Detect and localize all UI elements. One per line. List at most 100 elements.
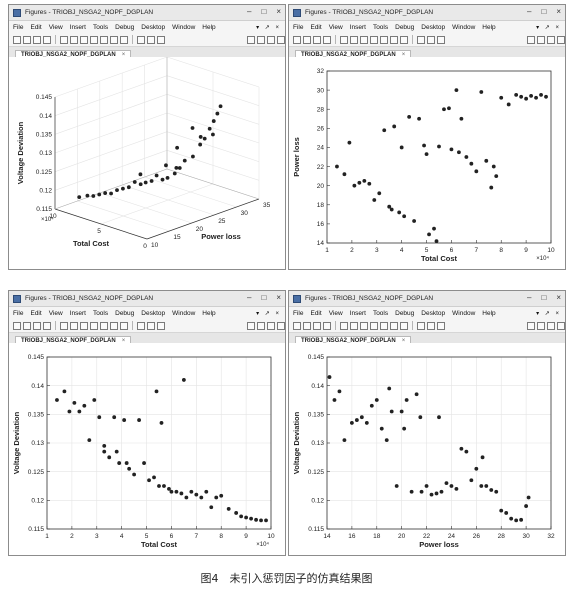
legend-icon[interactable] xyxy=(157,35,165,44)
zoom-in-icon[interactable] xyxy=(350,35,358,44)
zoom-out-icon[interactable] xyxy=(80,35,88,44)
print-icon[interactable] xyxy=(323,35,331,44)
menu-tools[interactable]: Tools xyxy=(92,309,109,317)
menu-file[interactable]: File xyxy=(13,23,24,31)
undock-icon[interactable] xyxy=(557,321,565,330)
dock-controls[interactable]: ▾ ↗ × xyxy=(536,310,561,317)
menu-debug[interactable]: Debug xyxy=(395,309,415,317)
layout-icon[interactable] xyxy=(257,321,265,330)
print-icon[interactable] xyxy=(323,321,331,330)
save-icon[interactable] xyxy=(313,35,321,44)
minimize-button[interactable]: – xyxy=(247,293,252,302)
dock-icon[interactable] xyxy=(547,321,555,330)
window-titlebar[interactable]: Figures - TRIOBJ_NSGA2_NOPF_DGPLAN – □ × xyxy=(9,291,285,307)
rotate-icon[interactable] xyxy=(380,321,388,330)
tab-close-icon[interactable]: × xyxy=(401,338,406,344)
link-icon[interactable] xyxy=(417,321,425,330)
new-figure-icon[interactable] xyxy=(13,35,21,44)
menu-tools[interactable]: Tools xyxy=(372,309,389,317)
undock-icon[interactable] xyxy=(277,35,285,44)
menu-insert[interactable]: Insert xyxy=(349,23,366,31)
tab-close-icon[interactable]: × xyxy=(121,52,126,58)
menu-help[interactable]: Help xyxy=(202,23,216,31)
pan-icon[interactable] xyxy=(370,321,378,330)
figure-tab[interactable]: TRIOBJ_NSGA2_NOPF_DGPLAN × xyxy=(295,336,412,345)
layout-icon[interactable] xyxy=(257,35,265,44)
menu-help[interactable]: Help xyxy=(482,23,496,31)
print-icon[interactable] xyxy=(43,35,51,44)
colorbar-icon[interactable] xyxy=(427,321,435,330)
pan-icon[interactable] xyxy=(370,35,378,44)
close-button[interactable]: × xyxy=(556,293,561,302)
menu-edit[interactable]: Edit xyxy=(310,309,322,317)
menu-view[interactable]: View xyxy=(328,309,343,317)
menu-view[interactable]: View xyxy=(48,23,63,31)
undock-icon[interactable] xyxy=(277,321,285,330)
save-icon[interactable] xyxy=(33,321,41,330)
tile-icon[interactable] xyxy=(527,321,535,330)
new-figure-icon[interactable] xyxy=(13,321,21,330)
rotate-icon[interactable] xyxy=(380,35,388,44)
open-file-icon[interactable] xyxy=(23,321,31,330)
window-titlebar[interactable]: Figures - TRIOBJ_NSGA2_NOPF_DGPLAN – □ × xyxy=(9,5,285,21)
open-file-icon[interactable] xyxy=(23,35,31,44)
link-icon[interactable] xyxy=(137,35,145,44)
menu-window[interactable]: Window xyxy=(172,309,196,317)
save-icon[interactable] xyxy=(33,35,41,44)
tab-close-icon[interactable]: × xyxy=(401,52,406,58)
menu-tools[interactable]: Tools xyxy=(92,23,109,31)
menu-view[interactable]: View xyxy=(48,309,63,317)
menu-debug[interactable]: Debug xyxy=(115,309,135,317)
close-button[interactable]: × xyxy=(276,7,281,16)
menu-file[interactable]: File xyxy=(13,309,24,317)
tile-icon[interactable] xyxy=(247,35,255,44)
print-icon[interactable] xyxy=(43,321,51,330)
menu-desktop[interactable]: Desktop xyxy=(421,23,446,31)
menu-help[interactable]: Help xyxy=(202,309,216,317)
pointer-icon[interactable] xyxy=(60,321,68,330)
colorbar-icon[interactable] xyxy=(427,35,435,44)
menu-view[interactable]: View xyxy=(328,23,343,31)
pointer-icon[interactable] xyxy=(60,35,68,44)
dock-icon[interactable] xyxy=(547,35,555,44)
data-cursor-icon[interactable] xyxy=(110,321,118,330)
legend-icon[interactable] xyxy=(437,35,445,44)
pointer-icon[interactable] xyxy=(340,35,348,44)
menu-insert[interactable]: Insert xyxy=(69,23,86,31)
menu-debug[interactable]: Debug xyxy=(395,23,415,31)
menu-window[interactable]: Window xyxy=(452,23,476,31)
data-cursor-icon[interactable] xyxy=(110,35,118,44)
figure-tab[interactable]: TRIOBJ_NSGA2_NOPF_DGPLAN × xyxy=(295,50,412,59)
tile-icon[interactable] xyxy=(527,35,535,44)
menu-insert[interactable]: Insert xyxy=(69,309,86,317)
maximize-button[interactable]: □ xyxy=(541,293,547,302)
data-cursor-icon[interactable] xyxy=(390,35,398,44)
menu-desktop[interactable]: Desktop xyxy=(141,23,166,31)
brush-icon[interactable] xyxy=(400,35,408,44)
pointer-icon[interactable] xyxy=(340,321,348,330)
menu-file[interactable]: File xyxy=(293,23,304,31)
zoom-out-icon[interactable] xyxy=(360,35,368,44)
figure-tab[interactable]: TRIOBJ_NSGA2_NOPF_DGPLAN × xyxy=(15,336,132,345)
menu-desktop[interactable]: Desktop xyxy=(421,309,446,317)
close-button[interactable]: × xyxy=(556,7,561,16)
legend-icon[interactable] xyxy=(437,321,445,330)
menu-tools[interactable]: Tools xyxy=(372,23,389,31)
dock-controls[interactable]: ▾ ↗ × xyxy=(536,24,561,31)
menu-window[interactable]: Window xyxy=(452,309,476,317)
rotate-icon[interactable] xyxy=(100,321,108,330)
brush-icon[interactable] xyxy=(400,321,408,330)
brush-icon[interactable] xyxy=(120,35,128,44)
minimize-button[interactable]: – xyxy=(247,7,252,16)
maximize-button[interactable]: □ xyxy=(541,7,547,16)
colorbar-icon[interactable] xyxy=(147,321,155,330)
menu-help[interactable]: Help xyxy=(482,309,496,317)
pan-icon[interactable] xyxy=(90,321,98,330)
new-figure-icon[interactable] xyxy=(293,321,301,330)
zoom-out-icon[interactable] xyxy=(360,321,368,330)
menu-edit[interactable]: Edit xyxy=(30,23,42,31)
rotate-icon[interactable] xyxy=(100,35,108,44)
minimize-button[interactable]: – xyxy=(527,7,532,16)
dock-icon[interactable] xyxy=(267,321,275,330)
layout-icon[interactable] xyxy=(537,321,545,330)
